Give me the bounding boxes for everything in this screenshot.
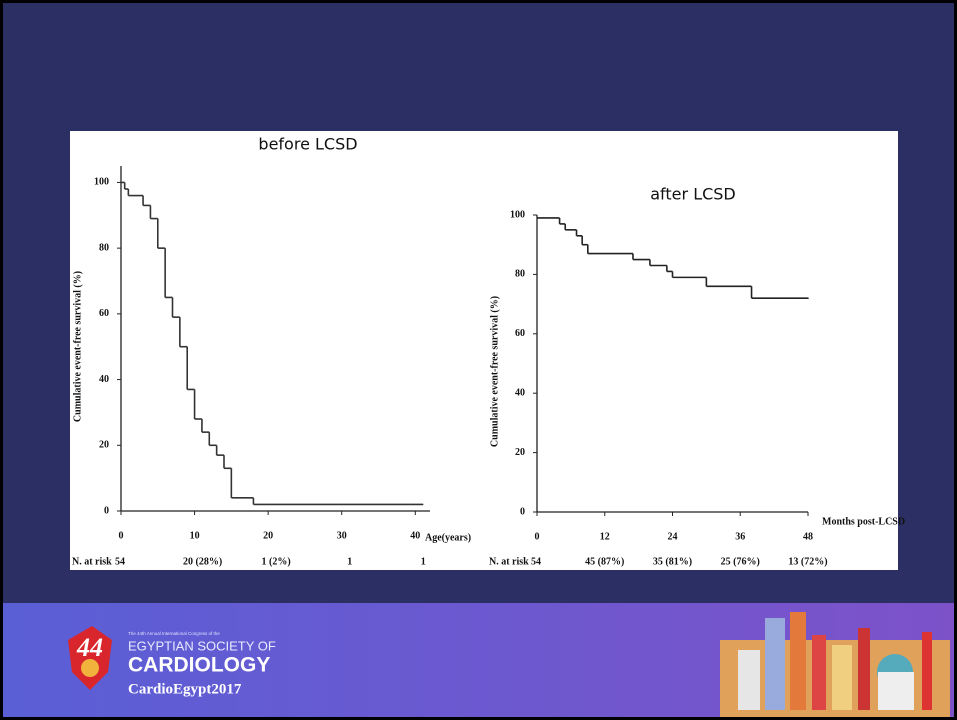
at-risk-value: 35 (81%) (653, 556, 692, 567)
at-risk-value: 20 (28%) (183, 556, 222, 567)
x-tick-label: 0 (119, 530, 124, 541)
x-tick-label: 24 (668, 531, 678, 542)
y-axis-label: Cumulative event-free survival (%) (72, 271, 83, 422)
chart-title: after LCSD (650, 185, 736, 204)
x-axis-label: Age(years) (425, 532, 471, 543)
chart-panel (70, 131, 898, 570)
at-risk-label: N. at risk (72, 556, 112, 567)
at-risk-value: 54 (531, 556, 541, 567)
minaret (922, 632, 932, 710)
at-risk-value: 25 (76%) (721, 556, 760, 567)
y-tick-label: 40 (99, 374, 109, 385)
x-tick-label: 40 (410, 530, 420, 541)
slide: 44 The 44th Annual International Congres… (0, 0, 957, 720)
building (832, 645, 852, 710)
y-tick-label: 80 (515, 269, 525, 280)
at-risk-value: 1 (421, 556, 426, 567)
y-tick-label: 100 (510, 209, 525, 220)
x-tick-label: 12 (600, 531, 610, 542)
y-tick-label: 60 (515, 328, 525, 339)
end-point (807, 297, 809, 299)
y-tick-label: 60 (99, 308, 109, 319)
y-tick-label: 40 (515, 387, 525, 398)
at-risk-label: N. at risk (489, 556, 529, 567)
event-text: CardioEgypt2017 (128, 681, 242, 697)
y-tick-label: 80 (99, 242, 109, 253)
x-tick-label: 10 (190, 530, 200, 541)
x-tick-label: 30 (337, 530, 347, 541)
cardiology-text: CARDIOLOGY (128, 654, 270, 677)
y-tick-label: 0 (520, 506, 525, 517)
chart-title: before LCSD (258, 135, 357, 154)
y-axis-label: Cumulative event-free survival (%) (489, 296, 500, 447)
minaret (858, 628, 870, 710)
x-tick-label: 36 (735, 531, 745, 542)
at-risk-value: 13 (72%) (788, 556, 827, 567)
at-risk-value: 1 (2%) (262, 556, 291, 567)
y-tick-label: 20 (515, 447, 525, 458)
mosque (878, 672, 914, 710)
x-axis-label: Months post-LCSD (822, 516, 905, 527)
building (765, 618, 785, 710)
y-tick-label: 100 (94, 177, 109, 188)
x-tick-label: 0 (535, 531, 540, 542)
minaret (812, 635, 826, 710)
tower (790, 612, 806, 710)
end-point (422, 504, 424, 506)
y-tick-label: 0 (104, 505, 109, 516)
y-tick-label: 20 (99, 440, 109, 451)
at-risk-value: 54 (115, 556, 125, 567)
x-tick-label: 48 (803, 531, 813, 542)
at-risk-value: 1 (347, 556, 352, 567)
congress-text: The 44th Annual International Congress o… (128, 631, 220, 636)
building (738, 650, 760, 710)
at-risk-value: 45 (87%) (585, 556, 624, 567)
logo-number: 44 (76, 633, 103, 662)
x-tick-label: 20 (263, 530, 273, 541)
society-text: EGYPTIAN SOCIETY OF (128, 638, 276, 653)
